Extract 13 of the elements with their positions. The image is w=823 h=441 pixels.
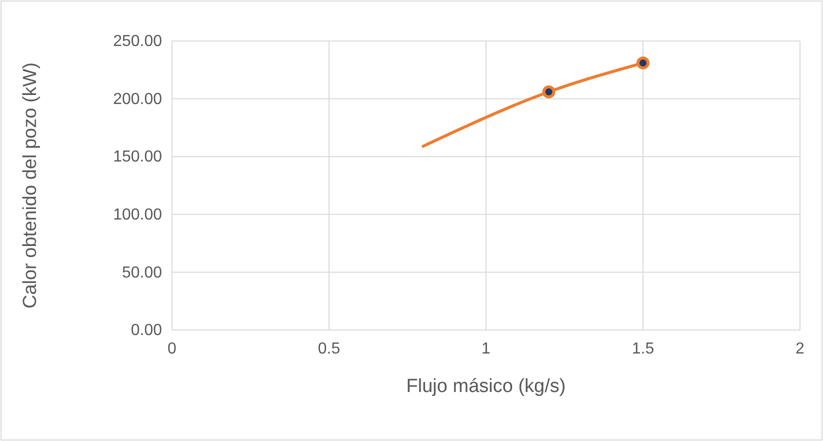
x-tick-label: 0.5 xyxy=(318,340,340,358)
y-tick-label: 100.00 xyxy=(113,206,162,224)
x-tick-label: 2 xyxy=(796,340,805,358)
x-tick-label: 1 xyxy=(482,340,491,358)
y-tick-label: 200.00 xyxy=(113,90,162,108)
x-tick-label: 1.5 xyxy=(632,340,654,358)
y-tick-label: 250.00 xyxy=(113,33,162,50)
y-tick-label: 50.00 xyxy=(122,264,162,282)
x-axis-title: Flujo másico (kg/s) xyxy=(406,376,566,397)
y-axis-title: Calor obtenido del pozo (kW) xyxy=(20,62,41,309)
x-tick-label: 0 xyxy=(168,340,177,358)
y-tick-label: 150.00 xyxy=(113,148,162,166)
y-tick-label: 0.00 xyxy=(130,322,162,340)
